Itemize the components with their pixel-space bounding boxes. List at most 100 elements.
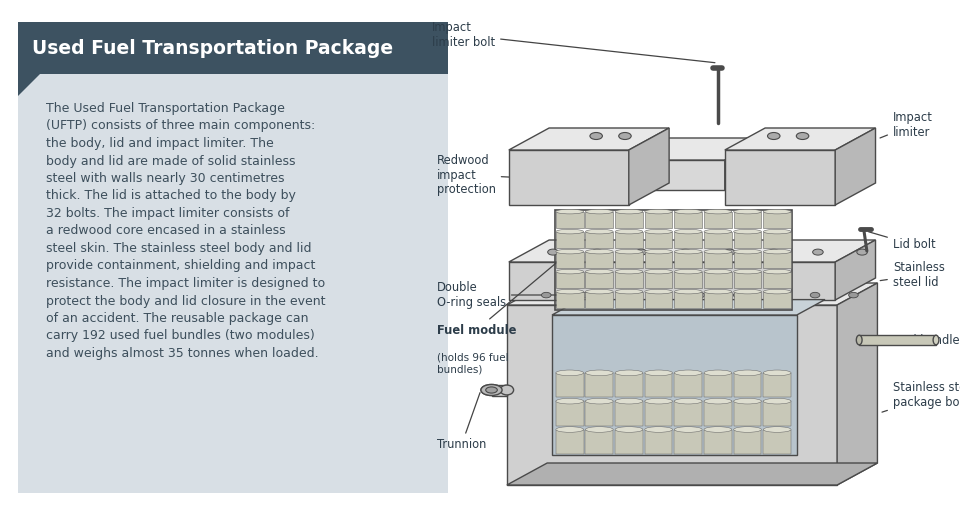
Ellipse shape (586, 427, 613, 432)
Ellipse shape (556, 427, 584, 432)
Ellipse shape (674, 209, 702, 214)
Ellipse shape (541, 293, 551, 298)
Polygon shape (704, 252, 732, 268)
Text: provide containment, shielding and impact: provide containment, shielding and impac… (46, 260, 316, 272)
Ellipse shape (674, 370, 702, 375)
Polygon shape (645, 373, 672, 398)
Polygon shape (615, 212, 643, 228)
Polygon shape (704, 430, 732, 454)
Polygon shape (615, 252, 643, 268)
Polygon shape (674, 212, 702, 228)
Polygon shape (586, 291, 613, 308)
Polygon shape (645, 232, 672, 248)
Polygon shape (733, 212, 761, 228)
Polygon shape (733, 401, 761, 426)
Text: Stainless
steel lid: Stainless steel lid (880, 261, 945, 289)
Ellipse shape (645, 370, 672, 375)
Ellipse shape (615, 399, 643, 404)
Polygon shape (763, 373, 791, 398)
Ellipse shape (733, 399, 761, 404)
Polygon shape (509, 262, 835, 300)
Polygon shape (586, 271, 613, 288)
Polygon shape (674, 430, 702, 454)
Ellipse shape (733, 249, 761, 254)
Ellipse shape (763, 249, 791, 254)
Polygon shape (586, 252, 613, 268)
Ellipse shape (763, 427, 791, 432)
Text: Stainless steel
package body: Stainless steel package body (882, 381, 960, 412)
Polygon shape (704, 232, 732, 248)
Ellipse shape (556, 370, 584, 375)
Ellipse shape (645, 209, 672, 214)
Ellipse shape (615, 289, 643, 294)
Ellipse shape (486, 387, 497, 393)
Polygon shape (556, 401, 584, 426)
Polygon shape (586, 212, 613, 228)
Ellipse shape (615, 249, 643, 254)
Ellipse shape (556, 269, 584, 274)
Polygon shape (556, 373, 584, 398)
Polygon shape (556, 232, 584, 248)
Ellipse shape (645, 427, 672, 432)
Ellipse shape (481, 385, 502, 396)
Polygon shape (586, 430, 613, 454)
Ellipse shape (586, 269, 613, 274)
Ellipse shape (704, 399, 732, 404)
Polygon shape (704, 212, 732, 228)
Polygon shape (763, 401, 791, 426)
Ellipse shape (813, 249, 824, 255)
Polygon shape (674, 252, 702, 268)
Ellipse shape (586, 229, 613, 234)
Polygon shape (509, 150, 629, 205)
Polygon shape (763, 430, 791, 454)
Ellipse shape (733, 293, 743, 298)
Ellipse shape (586, 399, 613, 404)
Ellipse shape (547, 249, 559, 255)
Polygon shape (733, 252, 761, 268)
Polygon shape (556, 252, 584, 268)
Ellipse shape (645, 249, 672, 254)
Ellipse shape (695, 293, 705, 298)
Ellipse shape (849, 293, 858, 298)
Ellipse shape (725, 249, 735, 255)
Polygon shape (733, 232, 761, 248)
Ellipse shape (763, 229, 791, 234)
Text: (UFTP) consists of three main components:: (UFTP) consists of three main components… (46, 119, 315, 132)
Polygon shape (763, 271, 791, 288)
Polygon shape (615, 373, 643, 398)
Ellipse shape (615, 370, 643, 375)
FancyBboxPatch shape (18, 22, 448, 74)
Polygon shape (763, 291, 791, 308)
Ellipse shape (704, 427, 732, 432)
Ellipse shape (733, 370, 761, 375)
Ellipse shape (704, 229, 732, 234)
Polygon shape (763, 212, 791, 228)
Ellipse shape (586, 370, 613, 375)
Text: Double
O-ring seals: Double O-ring seals (437, 281, 557, 309)
Polygon shape (704, 401, 732, 426)
Ellipse shape (645, 399, 672, 404)
Polygon shape (509, 240, 876, 262)
Ellipse shape (796, 132, 808, 140)
Ellipse shape (733, 209, 761, 214)
Polygon shape (629, 138, 765, 160)
Ellipse shape (645, 229, 672, 234)
Ellipse shape (556, 229, 584, 234)
Text: Redwood
impact
protection: Redwood impact protection (437, 153, 516, 197)
Polygon shape (645, 271, 672, 288)
Ellipse shape (933, 335, 939, 345)
Ellipse shape (615, 209, 643, 214)
Ellipse shape (733, 427, 761, 432)
Ellipse shape (615, 229, 643, 234)
Text: the body, lid and impact limiter. The: the body, lid and impact limiter. The (46, 137, 274, 150)
Polygon shape (507, 463, 877, 485)
Polygon shape (763, 252, 791, 268)
Ellipse shape (657, 293, 666, 298)
Ellipse shape (586, 249, 613, 254)
Text: resistance. The impact limiter is designed to: resistance. The impact limiter is design… (46, 277, 325, 290)
Polygon shape (615, 430, 643, 454)
Ellipse shape (763, 269, 791, 274)
Polygon shape (859, 335, 936, 345)
Ellipse shape (674, 289, 702, 294)
Polygon shape (629, 128, 669, 205)
